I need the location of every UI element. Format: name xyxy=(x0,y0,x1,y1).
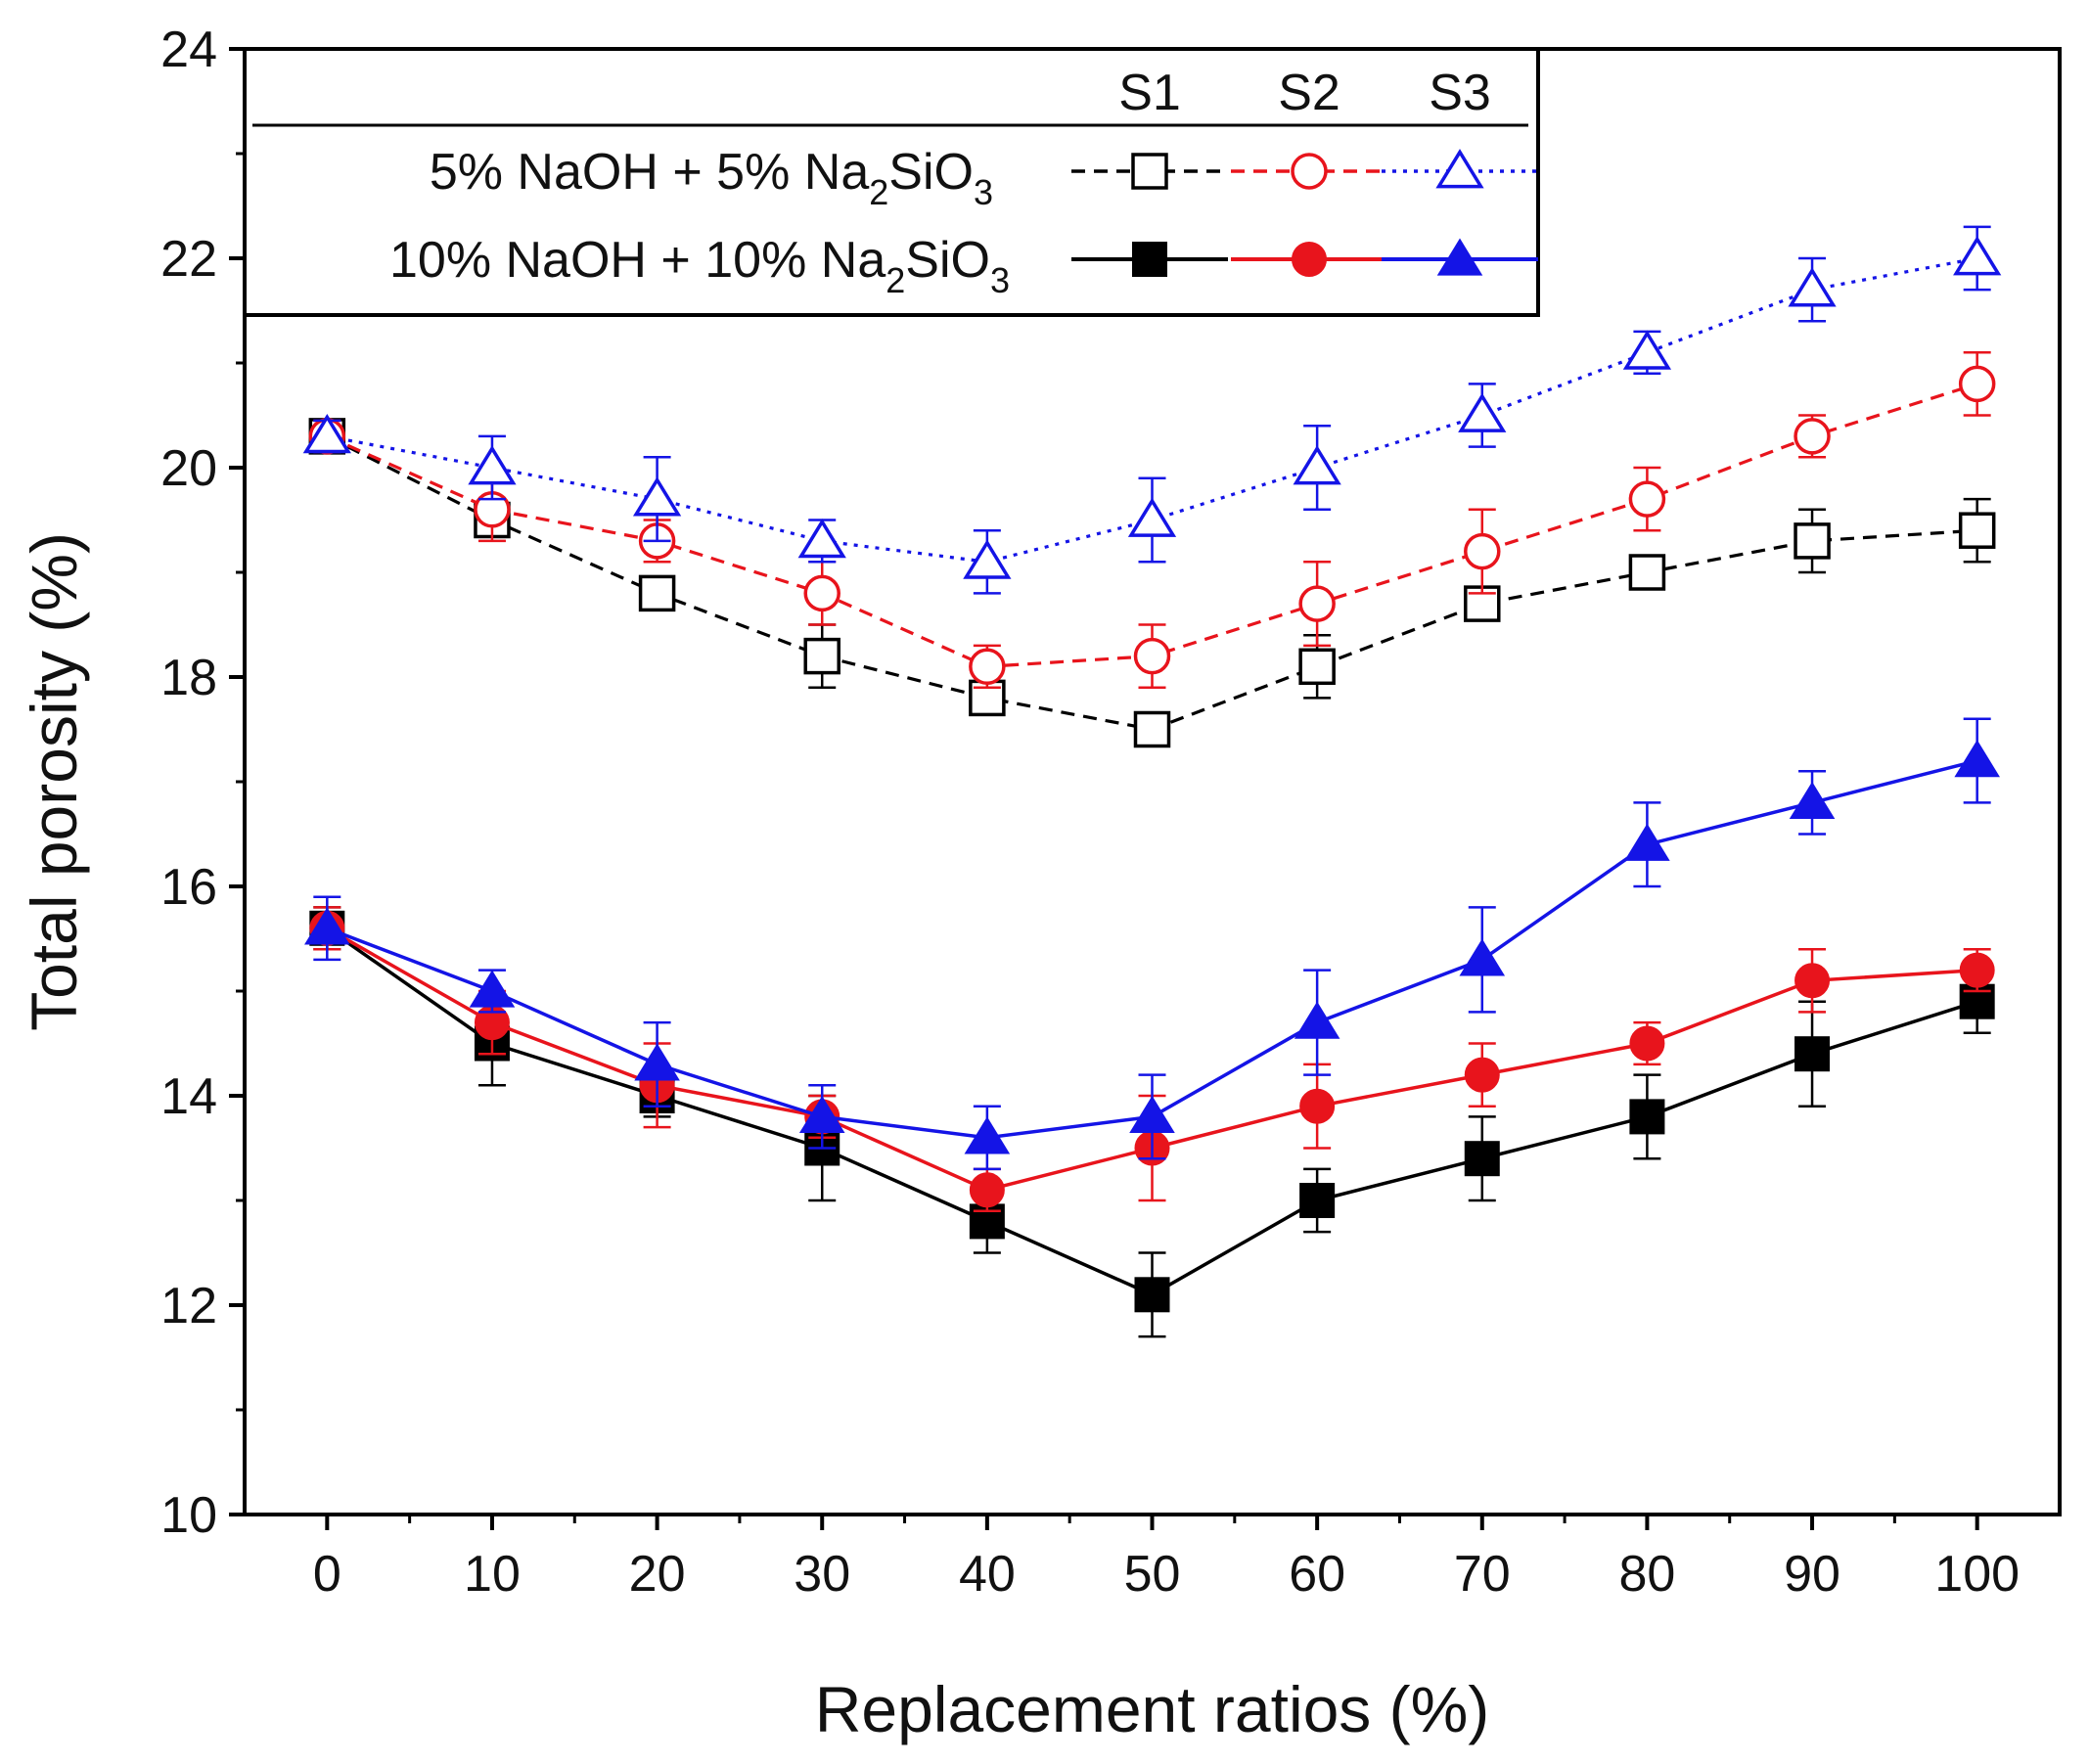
y-tick-label: 24 xyxy=(160,22,217,78)
data-point xyxy=(1794,1036,1831,1072)
x-tick-label: 100 xyxy=(1934,1546,2020,1603)
data-point xyxy=(1133,710,1171,748)
data-point xyxy=(1464,1057,1500,1093)
x-tick-label: 20 xyxy=(629,1546,686,1603)
data-point xyxy=(1789,781,1836,820)
data-point xyxy=(1794,963,1831,999)
legend-subscript: 2 xyxy=(869,172,888,212)
legend-column-header: S2 xyxy=(1278,65,1340,121)
x-tick-label: 70 xyxy=(1454,1546,1511,1603)
data-point xyxy=(1464,532,1501,570)
legend-sample-marker xyxy=(1132,242,1167,277)
legend-sample-marker xyxy=(1291,153,1328,190)
legend-row-label: 10% NaOH + 10% Na2SiO3 xyxy=(389,232,1010,300)
y-tick-label: 22 xyxy=(160,231,217,288)
data-point xyxy=(1629,1025,1665,1062)
data-point xyxy=(1299,1088,1336,1124)
data-point xyxy=(1134,1277,1170,1313)
y-axis-title: Total porosity (%) xyxy=(18,532,90,1031)
legend-text-part: SiO xyxy=(888,144,974,201)
x-tick-label: 10 xyxy=(464,1546,521,1603)
x-tick-label: 90 xyxy=(1784,1546,1840,1603)
data-point xyxy=(803,574,840,612)
data-point xyxy=(1794,522,1831,560)
data-point xyxy=(1299,1183,1336,1218)
data-point xyxy=(1133,637,1171,675)
x-axis-title: Replacement ratios (%) xyxy=(815,1673,1490,1745)
data-point xyxy=(1628,480,1666,518)
data-point xyxy=(1622,330,1672,370)
data-point xyxy=(634,1043,680,1081)
data-point xyxy=(969,1172,1005,1208)
x-tick-label: 0 xyxy=(313,1546,341,1603)
legend-subscript: 2 xyxy=(886,260,905,300)
legend-subscript: 3 xyxy=(974,172,993,212)
data-point xyxy=(469,970,516,1008)
data-point xyxy=(1459,938,1506,976)
data-point xyxy=(1958,512,1996,549)
y-tick-label: 14 xyxy=(160,1068,217,1125)
series-3 xyxy=(302,225,2002,595)
data-point xyxy=(304,907,350,945)
data-point xyxy=(1954,740,2000,778)
data-point xyxy=(969,648,1006,686)
x-tick-label: 50 xyxy=(1124,1546,1181,1603)
data-point xyxy=(1953,236,2002,276)
data-point xyxy=(1127,497,1177,537)
legend-text-part: 10% NaOH + 10% Na xyxy=(389,232,886,289)
legend-sample-marker xyxy=(1131,153,1168,190)
data-point xyxy=(1624,823,1670,861)
legend-row-label: 5% NaOH + 5% Na2SiO3 xyxy=(430,144,993,212)
x-tick-label: 30 xyxy=(794,1546,850,1603)
data-point xyxy=(1298,585,1336,622)
data-point xyxy=(803,637,840,675)
data-point xyxy=(302,413,351,454)
y-tick-label: 20 xyxy=(160,440,217,497)
data-point xyxy=(638,574,676,612)
y-tick-label: 16 xyxy=(160,859,217,916)
data-point xyxy=(1628,554,1666,591)
x-tick-label: 80 xyxy=(1618,1546,1675,1603)
legend-subscript: 3 xyxy=(990,260,1010,300)
legend-text-part: 5% NaOH + 5% Na xyxy=(430,144,869,201)
data-point xyxy=(1958,365,1996,403)
data-point xyxy=(1629,1099,1665,1135)
data-point xyxy=(632,476,682,517)
data-point xyxy=(963,539,1012,579)
data-point xyxy=(1294,1001,1340,1039)
data-point xyxy=(468,445,517,485)
x-tick-label: 60 xyxy=(1289,1546,1345,1603)
legend-column-header: S1 xyxy=(1118,65,1181,121)
legend-column-header: S3 xyxy=(1429,65,1491,121)
data-point xyxy=(1298,648,1336,686)
data-point xyxy=(1788,267,1837,307)
data-point xyxy=(964,1116,1011,1154)
y-tick-label: 12 xyxy=(160,1278,217,1334)
data-point xyxy=(798,1095,845,1134)
data-point xyxy=(797,518,846,559)
data-point xyxy=(1293,445,1341,485)
legend-sample-marker xyxy=(1292,242,1327,277)
data-point xyxy=(1458,392,1507,432)
data-point xyxy=(1464,1141,1500,1177)
legend-sample-marker xyxy=(1436,238,1483,276)
x-tick-label: 40 xyxy=(959,1546,1016,1603)
y-tick-label: 10 xyxy=(160,1487,217,1544)
data-point xyxy=(1794,418,1831,455)
y-tick-label: 18 xyxy=(160,650,217,706)
data-point xyxy=(1129,1095,1175,1134)
data-point xyxy=(1959,952,1995,988)
legend-text-part: SiO xyxy=(905,232,990,289)
series-6 xyxy=(304,717,2000,1171)
plot-area xyxy=(302,225,2002,1338)
legend-sample-marker xyxy=(1435,149,1484,189)
